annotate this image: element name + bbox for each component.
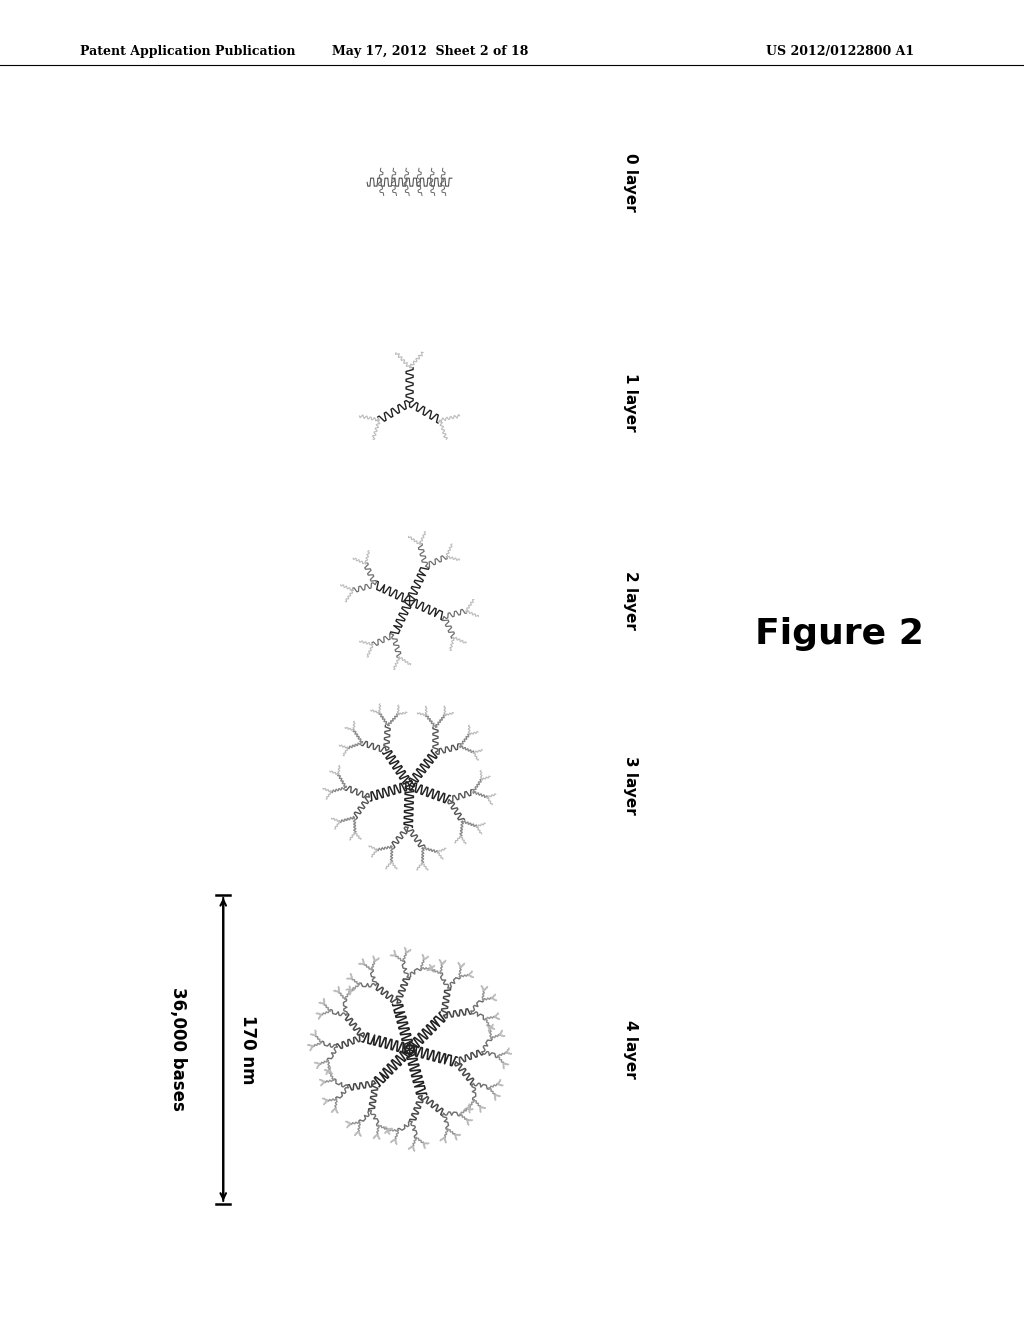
Text: 3 layer: 3 layer xyxy=(623,756,638,814)
Text: 4 layer: 4 layer xyxy=(623,1020,638,1078)
Text: Figure 2: Figure 2 xyxy=(756,616,924,651)
Text: US 2012/0122800 A1: US 2012/0122800 A1 xyxy=(766,45,914,58)
Text: Patent Application Publication: Patent Application Publication xyxy=(80,45,296,58)
Text: May 17, 2012  Sheet 2 of 18: May 17, 2012 Sheet 2 of 18 xyxy=(332,45,528,58)
Text: 170 nm: 170 nm xyxy=(240,1015,257,1084)
Text: 36,000 bases: 36,000 bases xyxy=(169,987,187,1111)
Text: 1 layer: 1 layer xyxy=(623,374,638,432)
Text: 0 layer: 0 layer xyxy=(623,153,638,211)
Text: 2 layer: 2 layer xyxy=(623,572,638,630)
